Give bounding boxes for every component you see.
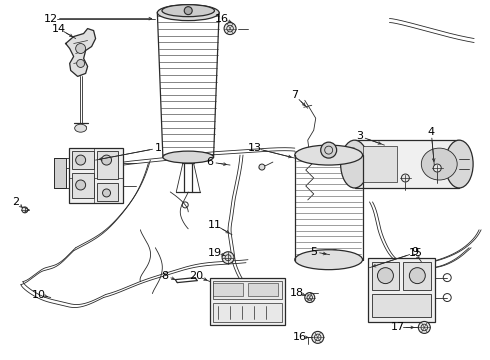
Text: 18: 18 <box>290 288 304 298</box>
Ellipse shape <box>163 151 214 163</box>
Circle shape <box>418 321 430 333</box>
Circle shape <box>102 189 111 197</box>
Text: 4: 4 <box>428 127 435 137</box>
Ellipse shape <box>445 140 473 188</box>
Bar <box>371 262 399 289</box>
Text: 11: 11 <box>208 220 222 230</box>
Text: 14: 14 <box>51 24 66 33</box>
Text: 16: 16 <box>215 14 229 24</box>
Bar <box>69 148 123 203</box>
Circle shape <box>76 59 85 67</box>
Text: 16: 16 <box>293 332 307 342</box>
Text: 8: 8 <box>162 271 169 281</box>
Circle shape <box>22 207 28 213</box>
Circle shape <box>321 142 337 158</box>
Circle shape <box>259 164 265 170</box>
Ellipse shape <box>157 5 219 21</box>
Bar <box>363 146 397 182</box>
Bar <box>54 158 66 188</box>
Bar <box>368 258 435 323</box>
Ellipse shape <box>295 250 363 270</box>
Ellipse shape <box>162 5 215 17</box>
Circle shape <box>224 23 236 35</box>
Bar <box>97 151 119 179</box>
Text: 9: 9 <box>411 247 418 257</box>
Text: 17: 17 <box>391 323 404 332</box>
Bar <box>403 262 431 289</box>
Text: 19: 19 <box>208 248 222 258</box>
Circle shape <box>409 268 425 284</box>
Ellipse shape <box>295 145 363 165</box>
Text: 15: 15 <box>408 248 422 258</box>
Text: 7: 7 <box>291 90 298 100</box>
Circle shape <box>305 293 315 302</box>
Bar <box>72 151 94 169</box>
Bar <box>355 140 459 188</box>
Bar <box>371 293 431 318</box>
Text: 13: 13 <box>248 143 262 153</box>
Ellipse shape <box>74 124 87 132</box>
Text: 6: 6 <box>207 157 214 167</box>
Text: 20: 20 <box>189 271 203 281</box>
Bar <box>213 280 282 298</box>
Ellipse shape <box>421 148 457 180</box>
Bar <box>210 278 285 325</box>
Text: 1: 1 <box>155 143 162 153</box>
Circle shape <box>101 155 112 165</box>
Circle shape <box>222 252 234 264</box>
Text: 12: 12 <box>44 14 58 24</box>
Text: 2: 2 <box>12 197 20 207</box>
Circle shape <box>433 164 441 172</box>
Bar <box>72 173 94 198</box>
Bar <box>97 183 119 201</box>
Circle shape <box>312 332 324 343</box>
Circle shape <box>75 44 86 54</box>
Circle shape <box>184 7 192 15</box>
Bar <box>213 283 243 296</box>
Circle shape <box>401 174 409 182</box>
Text: 5: 5 <box>310 247 317 257</box>
Bar <box>213 302 282 323</box>
Circle shape <box>75 180 86 190</box>
Ellipse shape <box>341 140 368 188</box>
Circle shape <box>377 268 393 284</box>
Polygon shape <box>66 28 96 76</box>
Circle shape <box>75 155 86 165</box>
Text: 3: 3 <box>356 131 363 141</box>
Bar <box>248 283 278 296</box>
Text: 10: 10 <box>32 289 46 300</box>
Circle shape <box>330 250 340 260</box>
